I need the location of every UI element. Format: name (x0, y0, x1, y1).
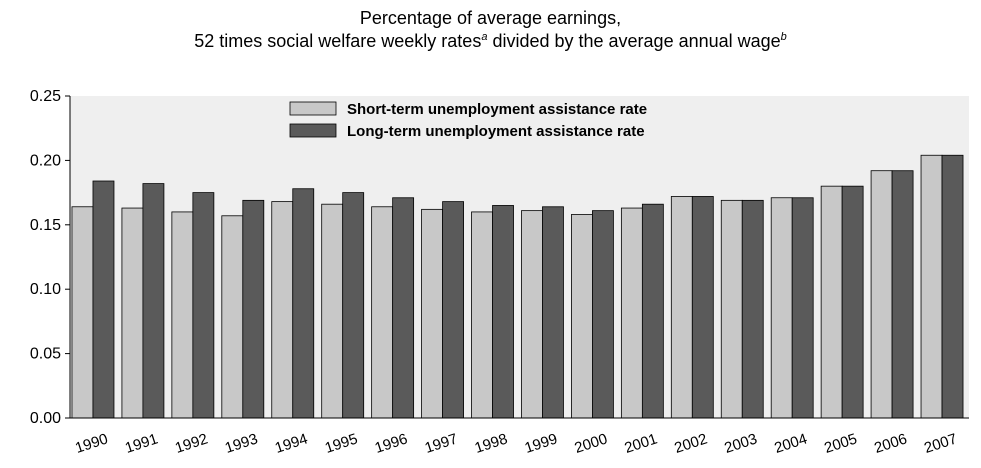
x-tick-label: 1996 (373, 430, 410, 456)
x-tick-label: 1997 (423, 430, 460, 456)
bar-short-term (571, 214, 593, 419)
x-tick-label: 2001 (622, 430, 659, 456)
bar-long-term (492, 205, 514, 419)
title-line-1-text: Percentage of average earnings, (359, 8, 622, 28)
bar-long-term (342, 192, 365, 419)
bar-long-term (641, 203, 664, 419)
bar-short-term (171, 211, 194, 419)
legend-label: Short-term unemployment assistance rate (347, 101, 647, 118)
bar-long-term (791, 197, 814, 419)
x-tick-label: 2006 (872, 430, 909, 456)
y-tick-label: 0.10 (30, 281, 61, 298)
bar-long-term (691, 196, 714, 419)
plot-area (70, 96, 969, 418)
bar-short-term (620, 207, 643, 419)
bar-short-term (820, 185, 843, 419)
bar-long-term (392, 197, 415, 419)
x-tick-label: 1992 (173, 430, 210, 456)
title-line-2-mid: divided by the average annual wage (487, 31, 781, 51)
bar-long-term (192, 192, 215, 419)
bar-short-term (321, 203, 344, 419)
bar-long-term (92, 180, 115, 419)
y-tick-label: 0.15 (30, 217, 61, 234)
x-tick-label: 1990 (73, 430, 110, 456)
x-tick-label: 2007 (922, 430, 959, 456)
bar-short-term (421, 208, 443, 419)
bar-short-term (670, 196, 693, 419)
title-footnote-b: b (780, 31, 787, 43)
x-tick-label: 2002 (672, 430, 709, 456)
bar-long-term (592, 210, 614, 419)
legend-swatch (289, 101, 337, 116)
bar-short-term (870, 170, 893, 419)
x-tick-label: 1999 (523, 430, 560, 456)
bar-short-term (521, 210, 543, 419)
x-tick-label: 1994 (273, 430, 310, 456)
bar-long-term (442, 201, 464, 419)
bar-long-term (542, 206, 564, 419)
bar-short-term (121, 207, 144, 419)
bar-long-term (891, 170, 914, 419)
legend-swatch (289, 123, 337, 138)
x-tick-label: 2000 (573, 430, 610, 456)
x-tick-label: 1995 (323, 430, 360, 456)
x-tick-label: 1993 (223, 430, 260, 456)
legend-label: Long-term unemployment assistance rate (347, 123, 645, 140)
bar-short-term (770, 197, 793, 419)
bar-short-term (371, 206, 394, 419)
y-tick-label: 0.00 (30, 410, 61, 427)
chart-title-line-1: Percentage of average earnings, (0, 8, 981, 29)
x-tick-label: 2003 (722, 430, 759, 456)
bar-long-term (941, 154, 964, 419)
title-line-2-main: 52 times social welfare weekly rates (194, 31, 482, 51)
y-tick-label: 0.25 (30, 88, 61, 105)
bar-short-term (271, 201, 294, 419)
bar-short-term (720, 199, 743, 419)
bar-short-term (71, 206, 94, 419)
x-tick-label: 2005 (822, 430, 859, 456)
bar-long-term (142, 183, 165, 419)
legend: Short-term unemployment assistance rate L… (289, 101, 647, 140)
bar-long-term (292, 188, 315, 419)
x-tick-label: 1991 (123, 430, 160, 456)
bar-long-term (242, 199, 265, 419)
chart-title-line-2: 52 times social welfare weekly ratesa di… (0, 31, 981, 52)
y-tick-label: 0.20 (30, 152, 61, 169)
bar-short-term (920, 154, 943, 419)
bar-short-term (221, 215, 244, 419)
title-footnote-a: a (481, 31, 488, 43)
bar-long-term (741, 199, 764, 419)
bar-long-term (841, 185, 864, 419)
y-tick-label: 0.05 (30, 346, 61, 363)
bar-short-term (471, 211, 493, 419)
x-tick-label: 1998 (473, 430, 510, 456)
x-tick-label: 2004 (772, 430, 809, 456)
